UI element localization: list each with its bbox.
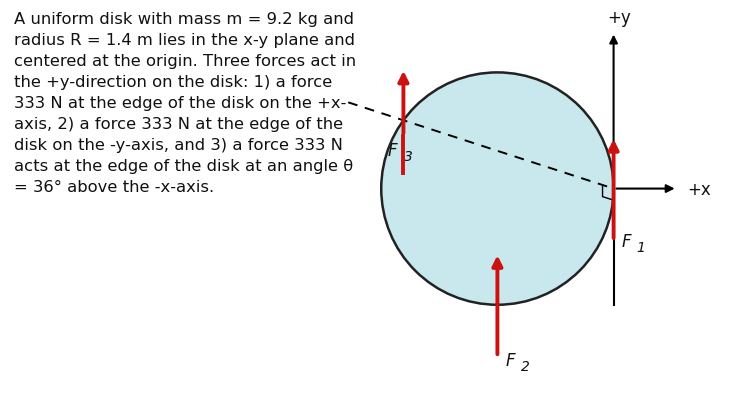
Text: 3: 3 [404, 150, 413, 164]
Text: F: F [622, 232, 631, 250]
Text: F: F [505, 351, 515, 369]
Text: F: F [388, 142, 398, 160]
Text: +x: +x [687, 180, 711, 198]
Text: 1: 1 [637, 240, 646, 254]
Text: A uniform disk with mass m = 9.2 kg and
radius R = 1.4 m lies in the x-y plane a: A uniform disk with mass m = 9.2 kg and … [14, 12, 356, 195]
Circle shape [381, 73, 614, 305]
Text: +y: +y [608, 9, 631, 27]
Text: 2: 2 [520, 359, 529, 373]
